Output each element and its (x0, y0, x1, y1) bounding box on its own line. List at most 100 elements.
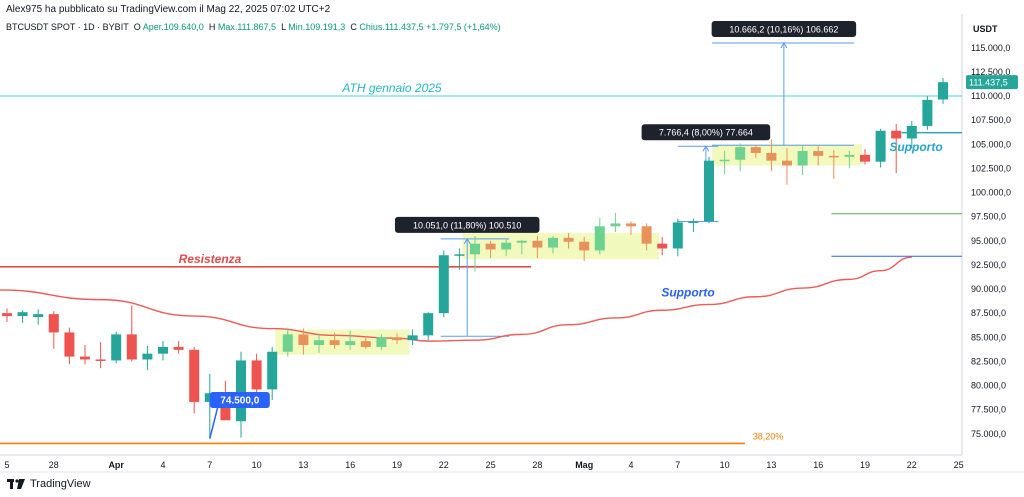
currency-label: USDT (973, 24, 998, 34)
candle-body (750, 147, 761, 153)
candle-body (80, 356, 90, 360)
candle-body (392, 337, 402, 341)
candle-body (95, 359, 106, 361)
candle-body (516, 240, 527, 243)
time-tick-label: 13 (766, 460, 776, 470)
measure-arrow-icon (780, 41, 788, 49)
price-tick-label: 75.000,0 (971, 429, 1006, 439)
moving-average (0, 256, 912, 342)
candle-body (563, 237, 574, 242)
time-tick-label: 16 (813, 460, 823, 470)
last-price-label: 111.437,5 (969, 78, 1008, 88)
measure-label: 10.666,2 (10,16%) 106.662 (729, 24, 838, 34)
time-tick-label: Mag (575, 460, 593, 470)
price-tick-label: 112.500,0 (971, 67, 1010, 77)
supporto-upper-label: Supporto (889, 140, 942, 154)
low-price-label: 74.500,0 (220, 395, 259, 406)
candle-body (2, 313, 12, 317)
low-value: Min.109.191,3 (288, 22, 346, 32)
candle-body (579, 241, 590, 251)
candle-body (423, 313, 434, 336)
candle-body (501, 242, 512, 250)
price-tick-label: 102.500,0 (971, 163, 1011, 173)
time-tick-label: 10 (252, 460, 262, 470)
measure-arrow-icon (463, 237, 471, 245)
candle-body (735, 147, 746, 160)
change-value: +1.797,5 (+1,64%) (426, 22, 501, 32)
close-value: Chius.111.437,5 (359, 22, 424, 32)
candle-body (641, 226, 652, 244)
high-value: Max.111.867,5 (217, 22, 277, 32)
price-tick-label: 87.500,0 (971, 308, 1006, 318)
candle-body (360, 341, 371, 347)
footer-brand[interactable]: TradingView (6, 478, 91, 490)
time-axis[interactable]: 5 28 Apr 4 7 10 13 16 19 22 25 28 Mag 4 7 10 13 16 19 22 25 (4, 460, 963, 470)
price-axis[interactable]: USDT 115.000,0 112.500,0 110.000,0 107.500,0… (966, 24, 1018, 439)
time-tick-label: 25 (486, 460, 496, 470)
price-range-measures: 10.051,0 (11,80%) 100.510 7.766,4 (8,00%)… (394, 20, 857, 337)
candle-body (813, 151, 824, 156)
low-label: L (281, 22, 286, 32)
time-tick-label: 19 (392, 460, 402, 470)
time-tick-label: Apr (108, 460, 124, 470)
candle-body (594, 226, 605, 251)
price-tick-label: 80.000,0 (971, 381, 1006, 391)
candle-body (688, 221, 699, 223)
time-tick-label: 22 (439, 460, 449, 470)
candle-body (875, 130, 886, 162)
high-label: H (208, 22, 216, 32)
candle-body (922, 99, 933, 126)
candle-body (173, 346, 184, 350)
measure-label-box (394, 216, 540, 233)
candle-body (142, 353, 153, 360)
open-label: O (133, 22, 141, 32)
candle-body (236, 360, 246, 422)
measure-label-box (711, 20, 857, 37)
time-tick-label: 7 (207, 460, 212, 470)
fib-label: 38,20% (753, 431, 784, 441)
candle-body (766, 152, 777, 161)
candle-body (454, 254, 465, 256)
chart-grid (0, 14, 1024, 473)
measure-label: 10.051,0 (11,80%) 100.510 (413, 220, 521, 230)
candle-body (267, 351, 278, 390)
symbol-legend[interactable]: BTCUSDT SPOT · 1D · BYBIT O Aper.109.640… (6, 22, 501, 32)
measure-label: 7.766,4 (8,00%) 77.664 (659, 128, 753, 138)
price-tick-label: 115.000,0 (971, 43, 1010, 53)
time-tick-label: 28 (532, 460, 542, 470)
publish-info: Alex975 ha pubblicato su TradingView.com… (6, 4, 331, 15)
close-label: C (350, 22, 357, 32)
brand-name: TradingView (30, 478, 91, 490)
time-tick-label: 28 (49, 460, 59, 470)
candle-body (376, 337, 387, 347)
low-price-pointer (209, 406, 219, 439)
time-tick-label: 22 (907, 460, 917, 470)
candle-body (470, 243, 480, 255)
price-tick-label: 77.500,0 (971, 405, 1006, 415)
candle-body (610, 223, 621, 227)
candle-body (672, 222, 683, 249)
consolidation-zones (275, 144, 862, 355)
candle-body (657, 243, 668, 249)
time-tick-label: 19 (860, 460, 870, 470)
measure-arrow-icon (702, 145, 710, 152)
candle-body (860, 154, 870, 162)
low-price-badge (209, 391, 270, 408)
candle-body (719, 159, 730, 162)
price-tick-label: 105.000,0 (971, 139, 1011, 149)
candle-body (548, 237, 558, 248)
time-tick-label: 13 (298, 460, 308, 470)
candle-body (438, 255, 449, 314)
moving-average-line (0, 256, 912, 342)
price-tick-label: 110.000,0 (971, 91, 1010, 101)
tradingview-logo-icon (6, 478, 26, 490)
candle-body (828, 155, 839, 158)
time-tick-label: 4 (628, 460, 633, 470)
candle-body (782, 160, 792, 166)
resistenza-label: Resistenza (179, 252, 242, 266)
last-price-badge (966, 75, 1018, 90)
candle-body (329, 340, 340, 345)
candle-body (48, 314, 59, 333)
price-tick-label: 85.000,0 (971, 332, 1006, 342)
